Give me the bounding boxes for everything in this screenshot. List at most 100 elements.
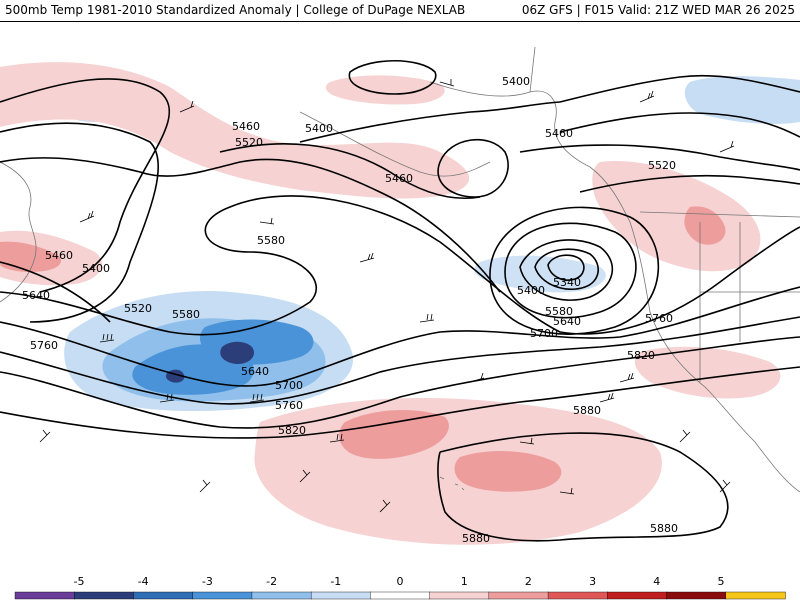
wind-barb [249,393,265,403]
contour-label: 5400 [82,262,110,275]
wind-barb [719,140,735,153]
contour-labels: 5400 5400 5400 5400 5460 5460 5460 5460 … [22,75,678,545]
wind-barb [599,392,615,403]
colorbar-swatch [133,591,194,600]
us-border [639,211,800,218]
wind-barb [39,429,51,443]
contour-closed-north [348,59,437,95]
contour-label: 5640 [553,315,581,328]
contour-label: 5760 [30,339,58,352]
map-header: 500mb Temp 1981-2010 Standardized Anomal… [0,0,800,22]
warm-anomaly-west-core [0,241,61,272]
colorbar-tick-label: 4 [653,575,660,588]
contour-label: 5640 [22,289,50,302]
colorbar-tick-label: 0 [397,575,404,588]
warm-anomaly-band [0,62,470,199]
contour-low-2 [534,248,599,291]
wind-barb [329,433,345,443]
contour-label: 5580 [172,308,200,321]
contour-label: 5880 [462,532,490,545]
wind-barb [199,479,211,493]
aleutian-chain [299,111,491,177]
warm-anomaly-south-core-2 [454,450,562,492]
colorbar-tick-label: 5 [718,575,725,588]
colorbar-swatch [429,591,490,600]
contour-low-3 [547,254,585,281]
colorbar-swatch [251,591,312,600]
contour-5700 [0,316,800,405]
contour-label: 5340 [553,276,581,289]
contour-ne-2 [559,112,800,138]
contour-low-4 [504,222,637,319]
colorbar-segments [14,591,786,600]
product-title: 500mb Temp 1981-2010 Standardized Anomal… [5,3,466,17]
wind-barb [639,90,655,103]
wind-barb [379,499,391,513]
contour-label: 5700 [275,379,303,392]
na-west-coast [629,221,756,443]
contour-low-1 [519,239,614,301]
wind-barb [299,469,311,483]
colorbar-swatch [666,591,727,600]
asia-coast [0,161,37,303]
colorbar-tick-label: -3 [202,575,213,588]
weather-map[interactable]: 5400 5400 5400 5400 5460 5460 5460 5460 … [0,22,800,570]
wind-barb [519,437,535,445]
contour-label: 5460 [385,172,413,185]
contour-label: 5400 [517,284,545,297]
contour-5400-b [299,101,561,143]
contour-label: 5580 [545,305,573,318]
wind-barb [259,217,275,225]
anomaly-colorbar: -5 -4 -3 -2 -1 0 1 2 3 4 5 [0,570,800,600]
colorbar-swatch [74,591,135,600]
contour-5880 [437,432,729,542]
contour-5820 [0,366,800,439]
valid-time: 06Z GFS | F015 Valid: 21Z WED MAR 26 202… [521,3,795,17]
wind-barb [79,210,95,223]
coastlines [0,46,800,493]
warm-anomaly-north [325,75,445,105]
colorbar-swatch [310,591,372,600]
anomaly-shading [0,62,800,545]
warm-anomaly-coast-core [684,206,726,245]
contour-label: 5400 [502,75,530,88]
contour-ne-3 [519,144,800,171]
warm-anomaly-south-core-1 [339,410,449,459]
colorbar-tick-label: 1 [461,575,468,588]
contour-label: 5760 [645,312,673,325]
wind-barb [179,100,195,113]
contour-label: 5640 [241,365,269,378]
height-contours [0,59,800,542]
colorbar-swatch [192,591,253,600]
warm-anomaly-coast [592,161,761,272]
colorbar-swatch [547,591,609,600]
wind-barb [439,79,455,87]
contour-label: 5820 [627,349,655,362]
contour-5520-c [579,174,800,193]
wind-barb [99,333,115,343]
wind-barb [719,479,731,493]
contour-low-5 [489,206,660,335]
contour-label: 5520 [648,159,676,172]
wind-barbs [39,79,735,513]
wind-barb [419,313,435,323]
contour-5640 [0,286,800,387]
contour-5520-a [0,157,501,293]
wind-barb [619,372,635,383]
colorbar-swatch [370,591,431,600]
colorbar-swatch [488,591,549,600]
contour-label: 5460 [232,120,260,133]
contour-label: 5820 [278,424,306,437]
cold-anomaly-ne [684,76,800,125]
contour-label: 5520 [235,136,263,149]
colorbar-tick-label: -4 [138,575,149,588]
cold-anomaly-core-1 [220,341,255,364]
wind-barb [469,372,485,383]
contour-5460-b [219,143,481,200]
hawaii-islands [439,476,465,491]
colorbar-tick-label: -1 [330,575,341,588]
alaska-coast [429,81,631,223]
warm-anomaly-se [634,346,781,399]
wind-barb [359,252,375,263]
colorbar-tick-label: 2 [525,575,532,588]
